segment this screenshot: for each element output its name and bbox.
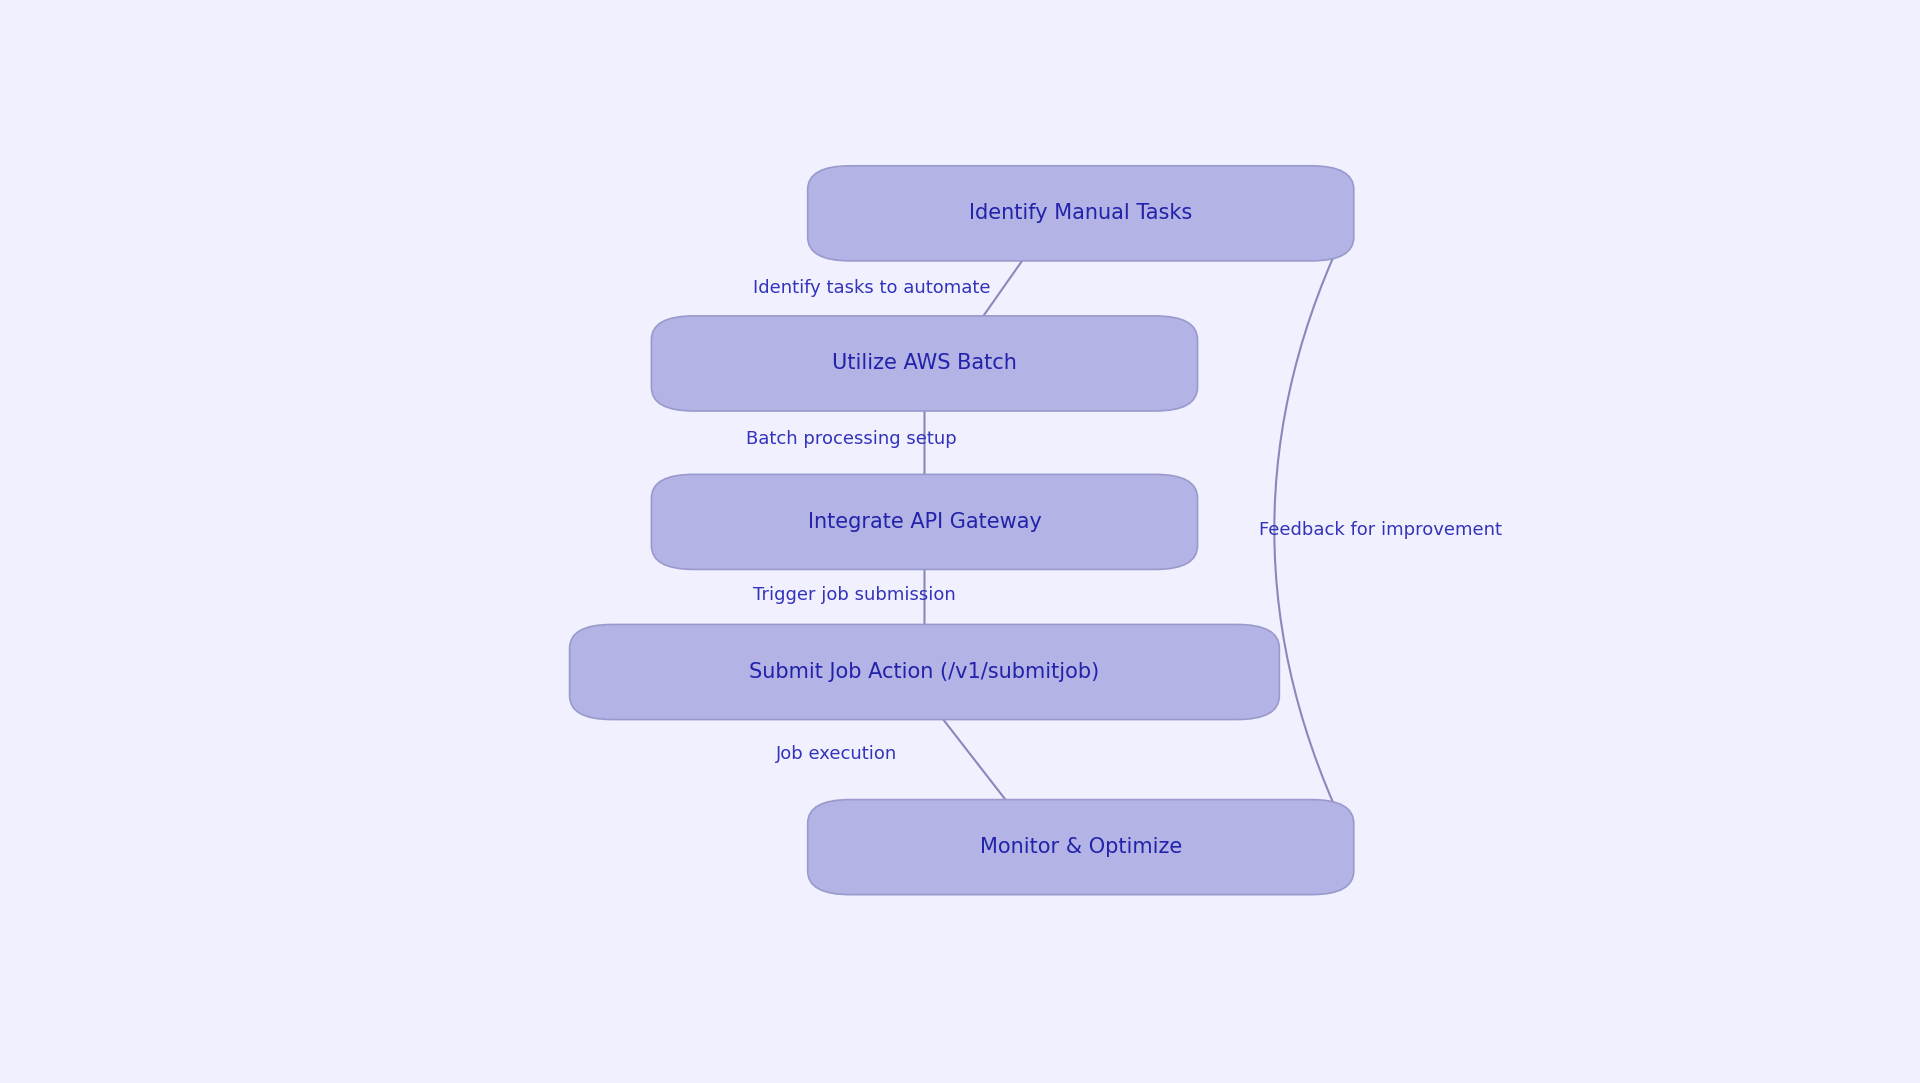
FancyBboxPatch shape — [808, 166, 1354, 261]
Text: Trigger job submission: Trigger job submission — [753, 586, 956, 604]
Text: Identify tasks to automate: Identify tasks to automate — [753, 279, 991, 298]
Text: Integrate API Gateway: Integrate API Gateway — [808, 512, 1041, 532]
Text: Feedback for improvement: Feedback for improvement — [1260, 521, 1501, 539]
Text: Monitor & Optimize: Monitor & Optimize — [979, 837, 1183, 857]
FancyBboxPatch shape — [651, 474, 1198, 570]
Text: Job execution: Job execution — [776, 745, 897, 762]
Text: Batch processing setup: Batch processing setup — [745, 430, 956, 447]
FancyBboxPatch shape — [808, 799, 1354, 895]
Text: Submit Job Action (/v1/submitjob): Submit Job Action (/v1/submitjob) — [749, 662, 1100, 682]
Text: Utilize AWS Batch: Utilize AWS Batch — [831, 353, 1018, 374]
FancyBboxPatch shape — [570, 625, 1279, 719]
FancyBboxPatch shape — [651, 316, 1198, 410]
Text: Identify Manual Tasks: Identify Manual Tasks — [970, 204, 1192, 223]
